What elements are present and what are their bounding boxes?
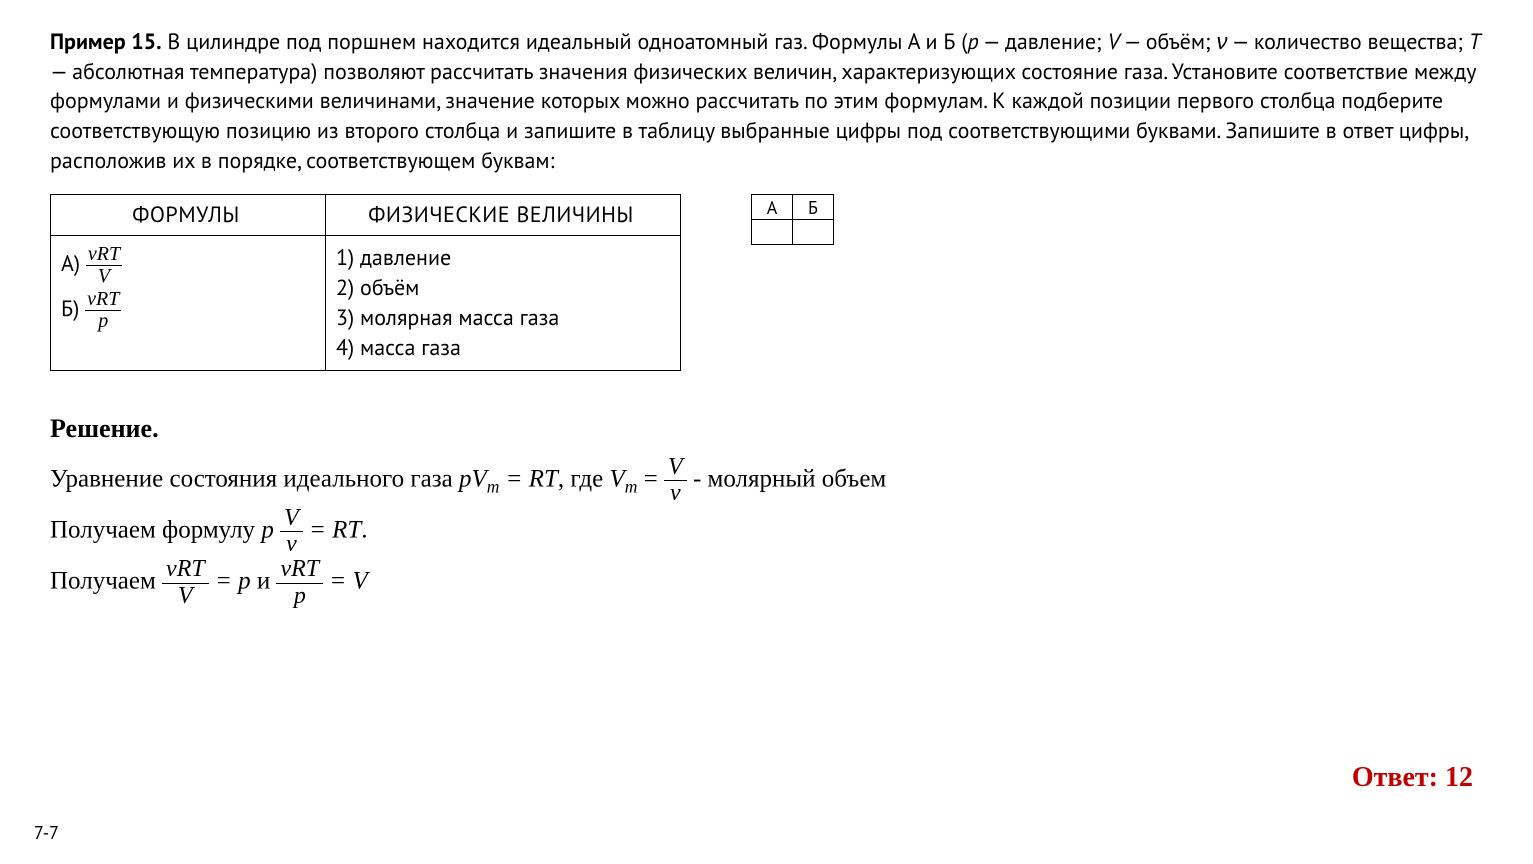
problem-statement: Пример 15. В цилиндре под поршнем находи… [50, 28, 1483, 176]
solution-line2-a: Получаем формулу [50, 516, 261, 543]
formula-b-label: Б) [61, 295, 79, 323]
solution-line-2: Получаем формулу p V ν = RT. [50, 506, 1483, 557]
problem-lead: Пример 15. [50, 28, 162, 56]
answer-grid-head-b: Б [793, 195, 834, 220]
answer-label: Ответ: [1352, 762, 1445, 793]
answer-grid-head-a: А [752, 195, 793, 220]
formula-a-label: А) [61, 250, 80, 278]
eq2-eq: = [637, 465, 664, 492]
solution-block: Решение. Уравнение состояния идеального … [50, 413, 1483, 608]
line3-frac1-num: νRT [162, 557, 209, 583]
eq1-right: = RT [499, 465, 558, 492]
value-item-4: 4) масса газа [336, 334, 666, 362]
final-answer: Ответ: 12 [1352, 762, 1473, 794]
eq1-left: pV [459, 465, 487, 492]
sym-V: V [1108, 28, 1120, 56]
problem-body-2: — объём; [1119, 28, 1216, 56]
line2-frac-den: ν [280, 532, 303, 557]
solution-line1-b: , где [558, 465, 610, 492]
formulas-header: ФОРМУЛЫ [51, 195, 326, 236]
formulas-table: ФОРМУЛЫ ФИЗИЧЕСКИЕ ВЕЛИЧИНЫ А) νRT V Б) [50, 194, 681, 371]
sym-p: p [967, 28, 978, 56]
line3-frac1-den: V [162, 584, 209, 609]
eq1-sub: m [487, 476, 500, 496]
problem-body-1: — давление; [979, 28, 1108, 56]
line3-frac2-num: νRT [276, 557, 323, 583]
solution-heading: Решение. [50, 413, 1483, 444]
value-item-1: 1) давление [336, 244, 666, 272]
problem-body-0: В цилиндре под поршнем находится идеальн… [162, 28, 968, 56]
line3-and: и [257, 568, 277, 595]
line3-mid1: = p [215, 568, 251, 595]
formula-b-num: νRT [85, 289, 121, 311]
problem-body-3: — количество вещества; [1228, 28, 1469, 56]
values-cell: 1) давление 2) объём 3) молярная масса г… [326, 236, 681, 371]
values-header: ФИЗИЧЕСКИЕ ВЕЛИЧИНЫ [326, 195, 681, 236]
sym-nu: ν [1217, 28, 1228, 56]
line3-frac2-den: p [276, 584, 323, 609]
line2-dot: . [361, 516, 367, 543]
answer-grid: А Б [751, 194, 834, 245]
line1-frac-den: ν [664, 481, 687, 506]
solution-line3-a: Получаем [50, 568, 162, 595]
answer-grid-cell-a [752, 220, 793, 245]
solution-line-1: Уравнение состояния идеального газа pVm … [50, 455, 1483, 506]
line3-mid2: = V [329, 568, 367, 595]
formulas-cell: А) νRT V Б) νRT p [51, 236, 326, 371]
page-number: 7-7 [34, 821, 59, 844]
solution-line-3: Получаем νRT V = p и νRT p = V [50, 557, 1483, 608]
value-item-3: 3) молярная масса газа [336, 304, 666, 332]
problem-body-4: — абсолютная температура) позволяют расс… [50, 58, 1476, 175]
sym-T: T [1469, 28, 1481, 56]
formula-a-den: V [86, 266, 122, 287]
vm-sub: m [625, 476, 638, 496]
value-item-2: 2) объём [336, 274, 666, 302]
answer-value: 12 [1445, 762, 1473, 793]
line1-frac-num: V [664, 455, 687, 481]
solution-line1-c: - молярный объем [693, 465, 886, 492]
solution-line1-a: Уравнение состояния идеального газа [50, 465, 459, 492]
line2-b: = RT [309, 516, 361, 543]
vm: V [610, 465, 625, 492]
line2-frac-num: V [280, 506, 303, 532]
formula-b-den: p [85, 311, 121, 332]
line2-p: p [261, 516, 274, 543]
answer-grid-cell-b [793, 220, 834, 245]
formula-a-num: νRT [86, 244, 122, 266]
